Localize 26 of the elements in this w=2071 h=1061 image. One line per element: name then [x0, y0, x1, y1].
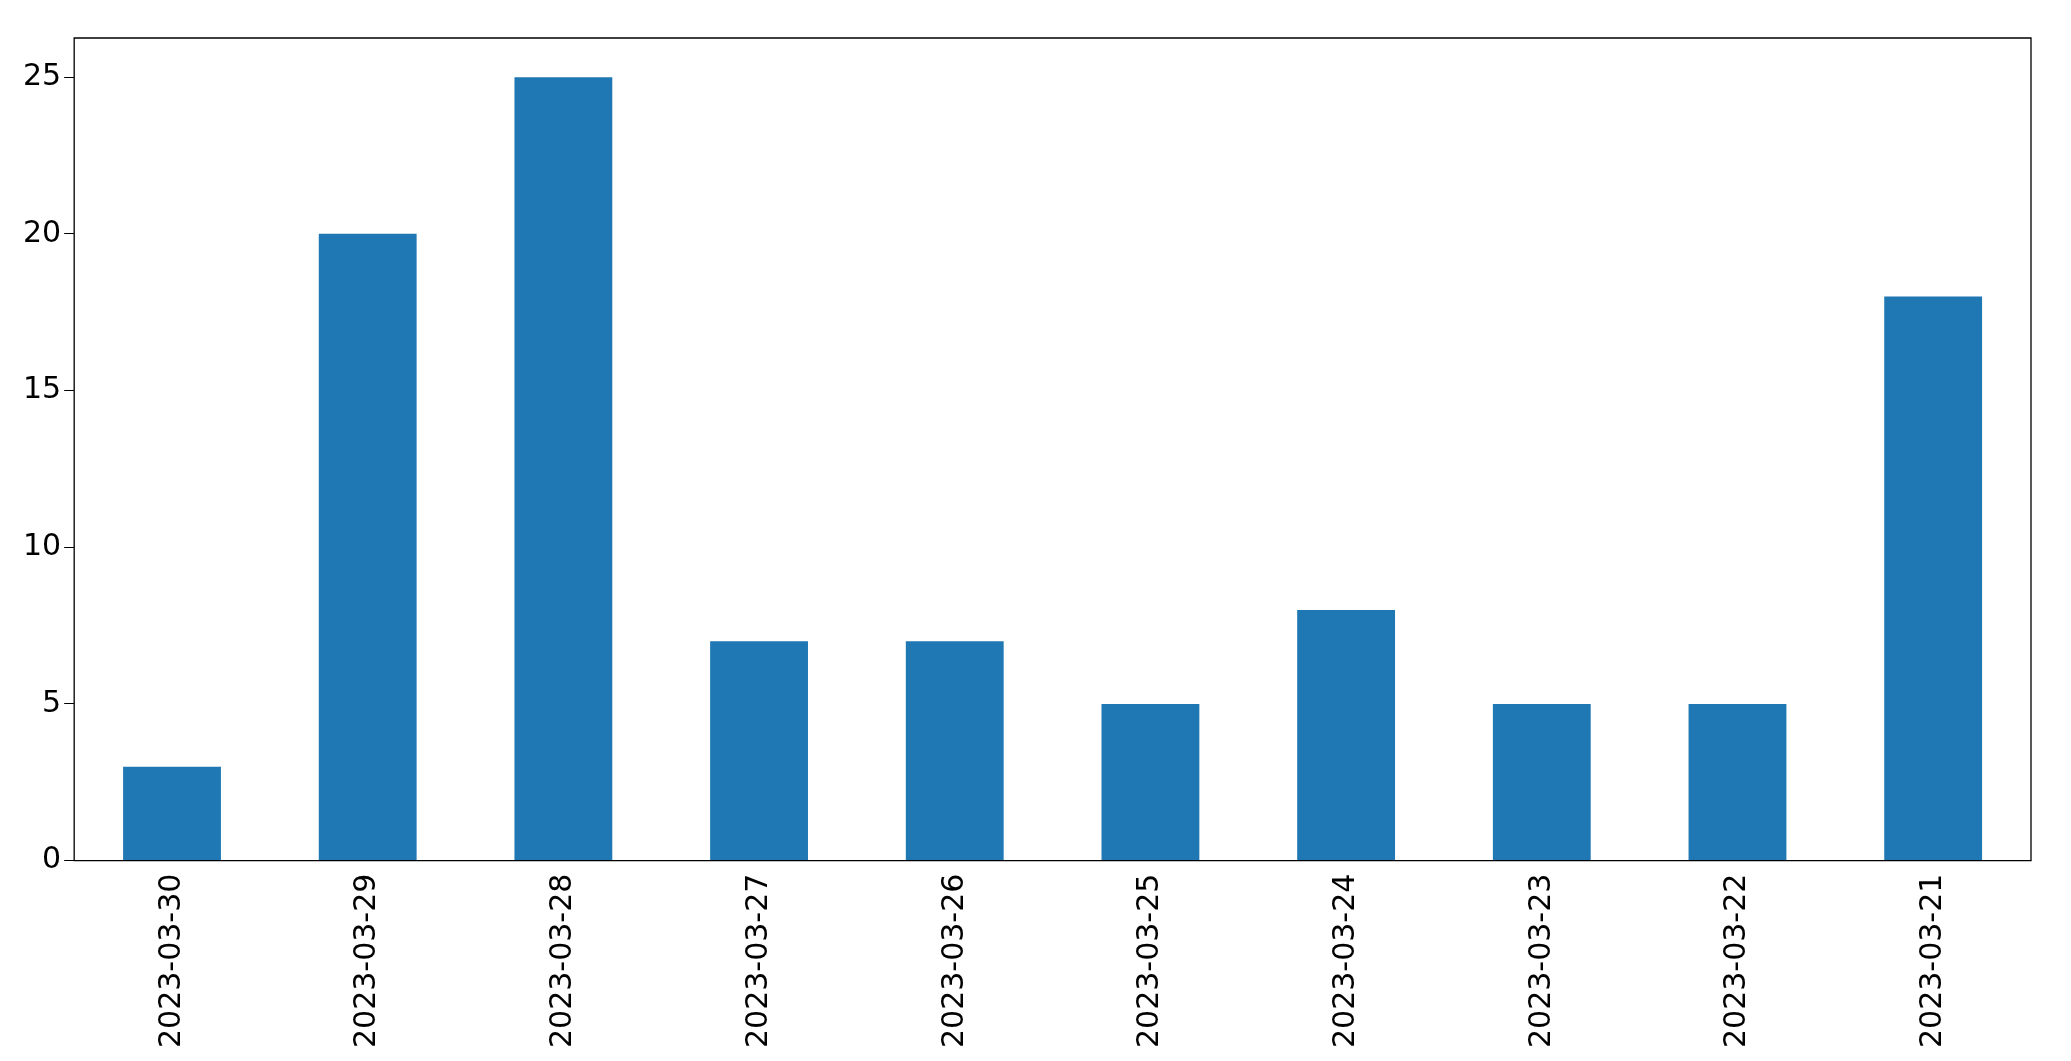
y-tick-label: 10 [22, 527, 62, 563]
y-tick-label: 25 [22, 56, 62, 92]
x-tick-label: 2023-03-21 [1912, 873, 1948, 1049]
y-tick-label: 15 [22, 370, 62, 406]
x-tick-label: 2023-03-29 [347, 873, 383, 1049]
x-tick-label: 2023-03-28 [543, 873, 579, 1049]
bar [514, 77, 613, 861]
bar [123, 766, 221, 861]
x-tick-label: 2023-03-30 [151, 873, 187, 1049]
y-tick-label: 0 [42, 840, 62, 876]
bar [1101, 703, 1200, 861]
x-tick-label: 2023-03-26 [934, 873, 970, 1049]
x-tick-label: 2023-03-25 [1130, 873, 1166, 1049]
bar [1688, 703, 1787, 861]
bar [1884, 296, 1983, 861]
x-tick-label: 2023-03-24 [1325, 873, 1361, 1049]
x-tick-label: 2023-03-22 [1717, 873, 1753, 1049]
bar [710, 641, 808, 861]
bar [1492, 703, 1591, 861]
y-tick-label: 20 [22, 213, 62, 249]
x-tick-label: 2023-03-27 [738, 873, 774, 1049]
y-tick-label: 5 [42, 683, 62, 719]
x-tick-label: 2023-03-23 [1521, 873, 1557, 1049]
bar [318, 233, 417, 861]
bar [1297, 609, 1396, 861]
bar [905, 641, 1004, 861]
